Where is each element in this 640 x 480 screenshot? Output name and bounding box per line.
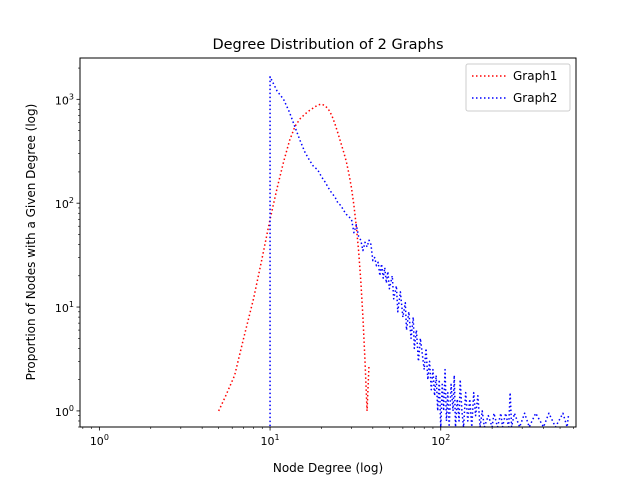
plot-area-frame bbox=[79, 57, 577, 428]
series-line-graph1 bbox=[217, 103, 370, 412]
legend-label-graph2: Graph2 bbox=[513, 91, 557, 105]
legend-label-graph1: Graph1 bbox=[513, 69, 557, 83]
series-layer bbox=[217, 75, 570, 427]
chart-title: Degree Distribution of 2 Graphs bbox=[212, 37, 443, 53]
x-axis-label: Node Degree (log) bbox=[273, 461, 383, 475]
y-axis-label: Proportion of Nodes with a Given Degree … bbox=[24, 104, 38, 381]
legend: Graph1 Graph2 bbox=[465, 63, 571, 112]
